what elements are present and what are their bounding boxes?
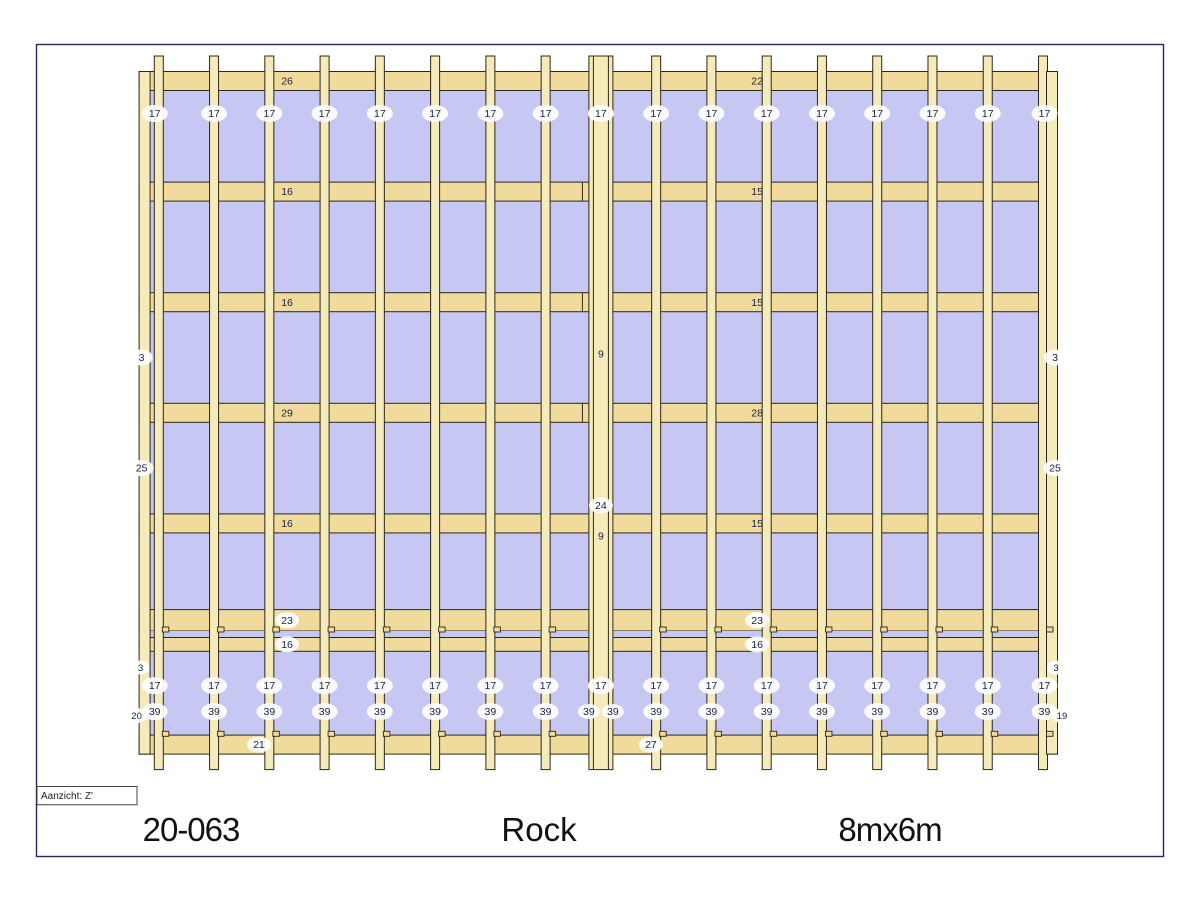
svg-text:23: 23 bbox=[281, 615, 293, 627]
svg-text:39: 39 bbox=[871, 706, 883, 718]
svg-text:39: 39 bbox=[1039, 706, 1051, 718]
svg-text:17: 17 bbox=[374, 680, 386, 692]
svg-text:17: 17 bbox=[706, 680, 718, 692]
svg-text:29: 29 bbox=[281, 407, 293, 419]
svg-text:17: 17 bbox=[429, 108, 441, 120]
svg-text:3: 3 bbox=[138, 663, 143, 674]
svg-text:17: 17 bbox=[374, 108, 386, 120]
svg-text:39: 39 bbox=[374, 706, 386, 718]
svg-text:17: 17 bbox=[1039, 680, 1051, 692]
svg-text:Aanzicht: Z': Aanzicht: Z' bbox=[41, 791, 93, 802]
svg-text:39: 39 bbox=[149, 706, 161, 718]
svg-text:39: 39 bbox=[607, 706, 619, 718]
svg-text:17: 17 bbox=[208, 108, 220, 120]
svg-text:17: 17 bbox=[871, 108, 883, 120]
svg-text:25: 25 bbox=[1049, 463, 1061, 475]
svg-text:25: 25 bbox=[136, 463, 148, 475]
svg-text:16: 16 bbox=[751, 639, 763, 651]
svg-text:39: 39 bbox=[982, 706, 994, 718]
svg-text:21: 21 bbox=[253, 739, 265, 751]
svg-text:39: 39 bbox=[706, 706, 718, 718]
svg-text:17: 17 bbox=[871, 680, 883, 692]
svg-text:39: 39 bbox=[540, 706, 552, 718]
svg-text:17: 17 bbox=[263, 108, 275, 120]
svg-text:15: 15 bbox=[751, 186, 763, 198]
svg-text:9: 9 bbox=[598, 349, 604, 361]
svg-text:17: 17 bbox=[927, 680, 939, 692]
svg-text:19: 19 bbox=[1057, 711, 1068, 722]
svg-text:16: 16 bbox=[281, 186, 293, 198]
svg-text:17: 17 bbox=[319, 108, 331, 120]
svg-text:15: 15 bbox=[751, 297, 763, 309]
svg-text:39: 39 bbox=[485, 706, 497, 718]
svg-text:17: 17 bbox=[1039, 108, 1051, 120]
svg-text:39: 39 bbox=[650, 706, 662, 718]
svg-text:39: 39 bbox=[927, 706, 939, 718]
svg-text:Rock: Rock bbox=[501, 811, 577, 848]
svg-text:17: 17 bbox=[982, 108, 994, 120]
svg-text:17: 17 bbox=[816, 680, 828, 692]
svg-text:17: 17 bbox=[761, 680, 773, 692]
svg-text:28: 28 bbox=[751, 407, 763, 419]
svg-text:39: 39 bbox=[429, 706, 441, 718]
svg-text:17: 17 bbox=[595, 108, 607, 120]
svg-text:17: 17 bbox=[650, 680, 662, 692]
svg-text:39: 39 bbox=[319, 706, 331, 718]
svg-text:20-063: 20-063 bbox=[143, 811, 240, 848]
svg-text:16: 16 bbox=[281, 297, 293, 309]
svg-text:17: 17 bbox=[208, 680, 220, 692]
svg-text:26: 26 bbox=[281, 76, 293, 88]
svg-text:20: 20 bbox=[131, 711, 142, 722]
svg-text:17: 17 bbox=[263, 680, 275, 692]
svg-text:16: 16 bbox=[281, 639, 293, 651]
svg-text:3: 3 bbox=[1052, 352, 1058, 364]
svg-text:39: 39 bbox=[208, 706, 220, 718]
svg-text:39: 39 bbox=[263, 706, 275, 718]
svg-text:22: 22 bbox=[751, 76, 763, 88]
svg-text:17: 17 bbox=[816, 108, 828, 120]
svg-text:17: 17 bbox=[485, 108, 497, 120]
svg-text:17: 17 bbox=[149, 680, 161, 692]
svg-text:23: 23 bbox=[751, 615, 763, 627]
svg-text:17: 17 bbox=[429, 680, 441, 692]
svg-text:39: 39 bbox=[816, 706, 828, 718]
svg-text:17: 17 bbox=[650, 108, 662, 120]
svg-text:24: 24 bbox=[595, 500, 607, 512]
svg-text:17: 17 bbox=[761, 108, 773, 120]
svg-text:17: 17 bbox=[595, 680, 607, 692]
svg-text:17: 17 bbox=[319, 680, 331, 692]
svg-text:17: 17 bbox=[149, 108, 161, 120]
svg-text:15: 15 bbox=[751, 518, 763, 530]
svg-text:17: 17 bbox=[485, 680, 497, 692]
svg-text:27: 27 bbox=[645, 739, 657, 751]
svg-text:3: 3 bbox=[1053, 663, 1058, 674]
svg-text:3: 3 bbox=[139, 352, 145, 364]
svg-text:17: 17 bbox=[927, 108, 939, 120]
svg-text:8mx6m: 8mx6m bbox=[838, 811, 941, 848]
svg-text:9: 9 bbox=[598, 530, 604, 542]
svg-text:39: 39 bbox=[583, 706, 595, 718]
svg-text:17: 17 bbox=[540, 680, 552, 692]
svg-text:17: 17 bbox=[982, 680, 994, 692]
svg-text:17: 17 bbox=[706, 108, 718, 120]
svg-text:17: 17 bbox=[540, 108, 552, 120]
svg-text:16: 16 bbox=[281, 518, 293, 530]
svg-text:39: 39 bbox=[761, 706, 773, 718]
